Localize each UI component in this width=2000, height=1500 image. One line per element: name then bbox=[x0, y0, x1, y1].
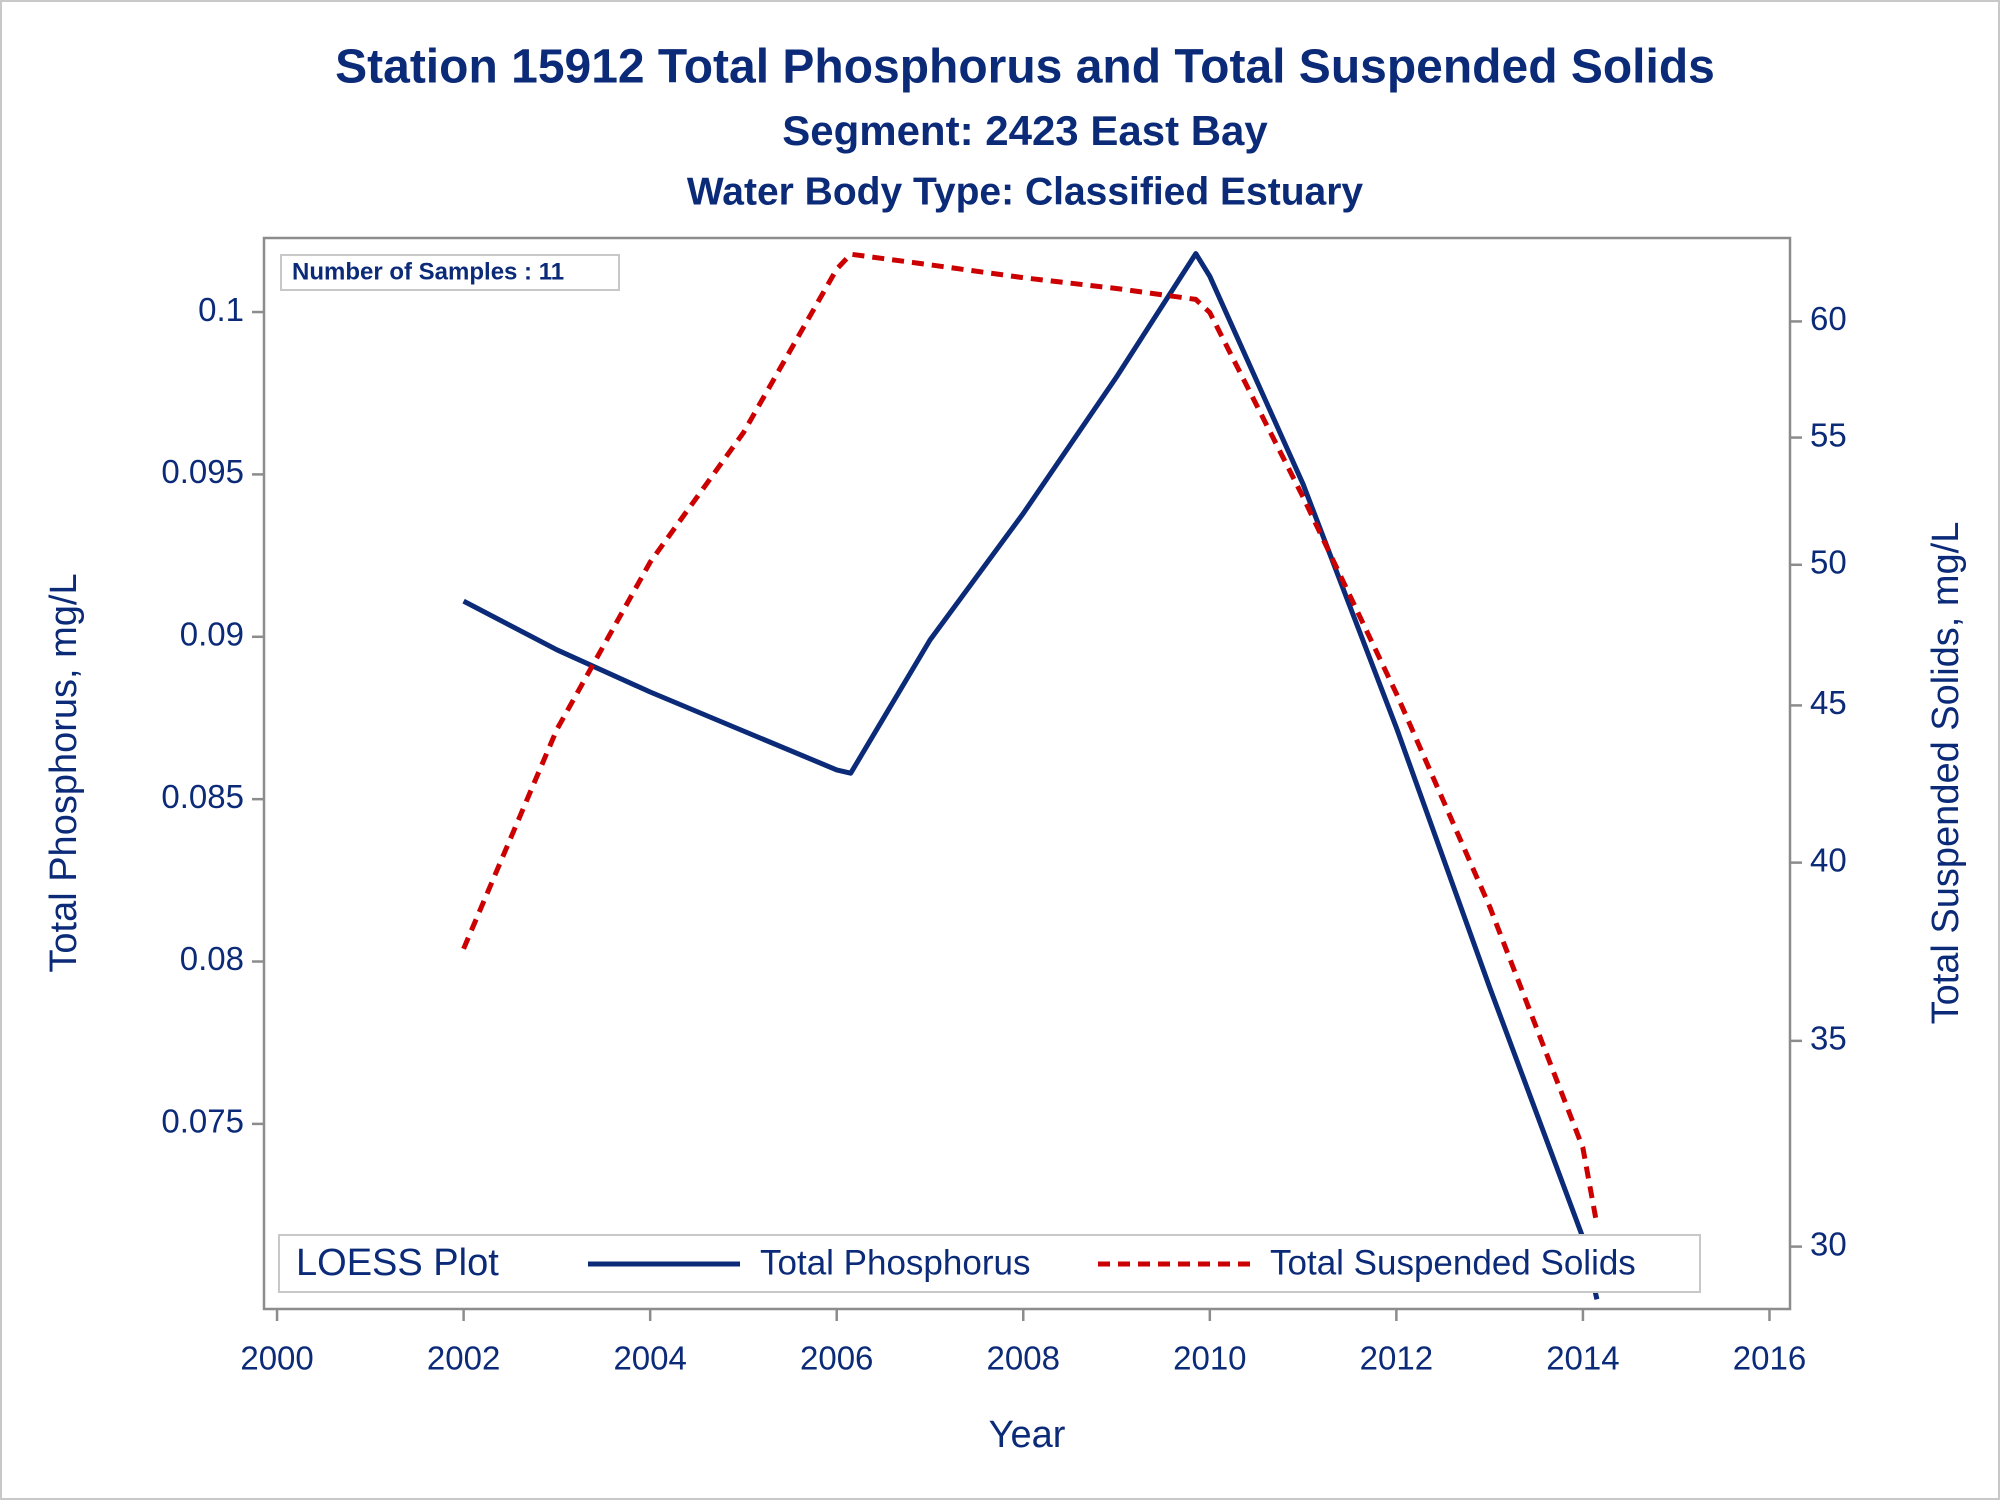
x-tick-label: 2008 bbox=[987, 1340, 1060, 1377]
x-tick-label: 2014 bbox=[1546, 1340, 1619, 1377]
line-series bbox=[461, 251, 1600, 1225]
annotation-box bbox=[280, 254, 620, 291]
x-tick-label: 2000 bbox=[240, 1340, 313, 1377]
y2-tick-label: 60 bbox=[1810, 300, 1847, 337]
x-tick-label: 2002 bbox=[427, 1340, 500, 1377]
y-axis-label: Total Phosphorus, mg/L bbox=[43, 573, 85, 972]
y-tick-label: 0.1 bbox=[198, 291, 244, 328]
y-tick-label: 0.08 bbox=[180, 940, 244, 977]
x-tick-label: 2004 bbox=[613, 1340, 686, 1377]
y-tick-label: 0.075 bbox=[161, 1103, 244, 1140]
plot-area bbox=[461, 251, 1600, 1300]
legend-label: Total Phosphorus bbox=[760, 1243, 1030, 1282]
legend-box bbox=[278, 1234, 1701, 1293]
x-axis-label: Year bbox=[989, 1414, 1066, 1456]
x-tick-label: 2016 bbox=[1733, 1340, 1806, 1377]
line-series bbox=[462, 251, 1600, 1300]
y2-tick-label: 40 bbox=[1810, 841, 1847, 878]
y-tick-label: 0.085 bbox=[161, 778, 244, 815]
x-tick-label: 2010 bbox=[1173, 1340, 1246, 1377]
x-tick-label: 2012 bbox=[1360, 1340, 1433, 1377]
plot-frame bbox=[262, 236, 1792, 1311]
annotation: Number of Samples : 11 bbox=[292, 258, 564, 285]
y2-axis-label: Total Suspended Solids, mg/L bbox=[1925, 522, 1967, 1025]
y2-tick-label: 30 bbox=[1810, 1225, 1847, 1262]
y2-tick-label: 55 bbox=[1810, 416, 1847, 453]
y2-tick-label: 45 bbox=[1810, 684, 1847, 721]
y2-tick-label: 50 bbox=[1810, 544, 1847, 581]
legend-label: Total Suspended Solids bbox=[1270, 1243, 1636, 1282]
y2-tick-label: 35 bbox=[1810, 1020, 1847, 1057]
y-tick-label: 0.095 bbox=[161, 453, 244, 490]
chart-subtitle: Segment: 2423 East Bay bbox=[782, 107, 1268, 154]
chart-title: Station 15912 Total Phosphorus and Total… bbox=[335, 41, 1715, 94]
legend-title: LOESS Plot bbox=[296, 1242, 499, 1284]
y-tick-label: 0.09 bbox=[180, 616, 244, 653]
x-tick-label: 2006 bbox=[800, 1340, 873, 1377]
chart-subtitle: Water Body Type: Classified Estuary bbox=[687, 170, 1363, 213]
